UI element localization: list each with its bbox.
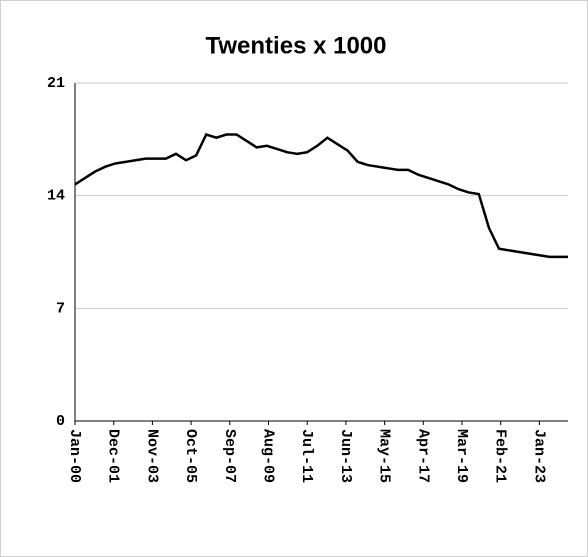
x-tick-label: Jan-00 [66, 429, 83, 483]
y-tick-label: 21 [47, 75, 65, 92]
x-tick-label: Sep-07 [221, 429, 238, 483]
x-tick-label: Dec-01 [105, 429, 122, 483]
y-tick-label: 7 [56, 300, 65, 317]
y-tick-label: 14 [47, 188, 65, 205]
line [74, 132, 568, 259]
x-tick-label: Jul-11 [298, 429, 315, 483]
x-tick-label: Jan-23 [530, 429, 547, 483]
x-tick-label: Jun-13 [337, 429, 354, 483]
x-tick-label: Mar-19 [453, 429, 470, 483]
x-tick-label: Oct-05 [182, 429, 199, 483]
x-tick-label: Apr-17 [414, 429, 431, 483]
x-tick-label: Aug-09 [260, 429, 277, 483]
x-tick-label: May-15 [376, 429, 393, 483]
x-tick-label: Nov-03 [143, 429, 160, 483]
x-tick-label: Feb-21 [492, 429, 509, 483]
chart-title: Twenties x 1000 [206, 32, 387, 59]
y-tick-label: 0 [56, 413, 65, 430]
